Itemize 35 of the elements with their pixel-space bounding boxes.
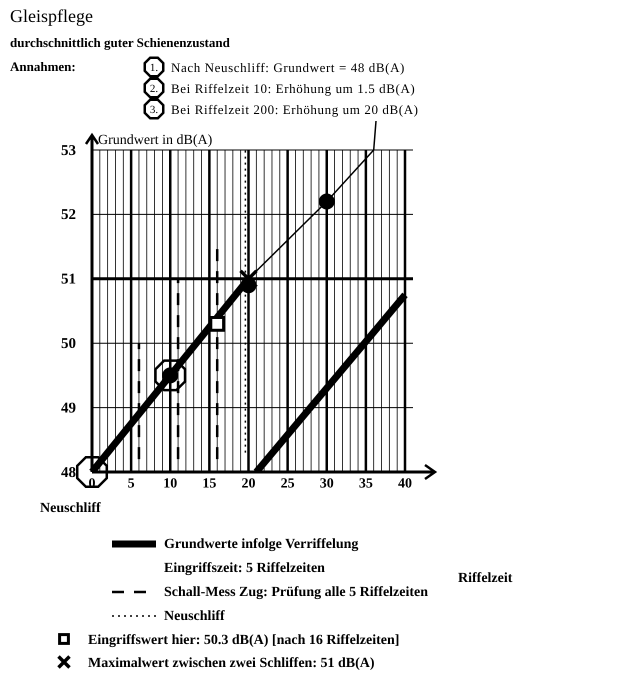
text: Bei Riffelzeit 200: Erhöhung um 20 dB(A) — [171, 102, 419, 117]
point — [318, 194, 335, 210]
x-tick-label: 25 — [280, 476, 295, 492]
y-tick-label: 51 — [61, 272, 76, 288]
y-tick-label: 50 — [61, 336, 76, 352]
text: Neuschliff — [40, 501, 101, 516]
x-tick-label: 35 — [358, 476, 373, 492]
point — [209, 316, 226, 332]
point — [238, 269, 258, 289]
text: Nach Neuschliff: Grundwert = 48 dB(A) — [171, 60, 405, 75]
x-tick-label: 10 — [163, 476, 178, 492]
legend-label: Maximalwert zwischen zwei Schliffen: 51 dB(A) — [88, 656, 375, 671]
x-tick-label: 30 — [320, 476, 334, 492]
text: Eingriffszeit: 5 Riffelzeiten — [164, 561, 326, 576]
x-tick-label: 40 — [398, 476, 412, 492]
y-tick-label: 49 — [61, 400, 76, 416]
y-tick-label: 53 — [61, 142, 76, 159]
legend-label: Grundwerte infolge Verriffelung — [164, 537, 358, 552]
text: Bei Riffelzeit 10: Erhöhung um 1.5 dB(A) — [171, 81, 416, 96]
text: 2. — [150, 83, 158, 95]
chart-title: Gleispflege — [10, 6, 93, 26]
text: Riffelzeit — [458, 571, 513, 586]
text: Annahmen: — [10, 59, 76, 74]
x-tick-label: 5 — [128, 476, 135, 492]
text: 1. — [150, 62, 158, 74]
y-tick-label: 48 — [61, 464, 76, 481]
legend-label: Schall-Mess Zug: Prüfung alle 5 Riffelzeiten — [164, 585, 428, 600]
x-tick-label: 15 — [202, 476, 216, 492]
x-tick-label: 20 — [242, 476, 256, 492]
y-axis-title: Grundwert in dB(A) — [98, 133, 213, 148]
y-tick-label: 52 — [61, 207, 76, 224]
text: 3. — [150, 104, 158, 116]
legend-label: Neuschliff — [164, 609, 225, 624]
legend-label: Eingriffswert hier: 50.3 dB(A) [nach 16 Riffelzeiten] — [88, 633, 400, 648]
chart-subtitle: durchschnittlich guter Schienenzustand — [10, 35, 231, 50]
